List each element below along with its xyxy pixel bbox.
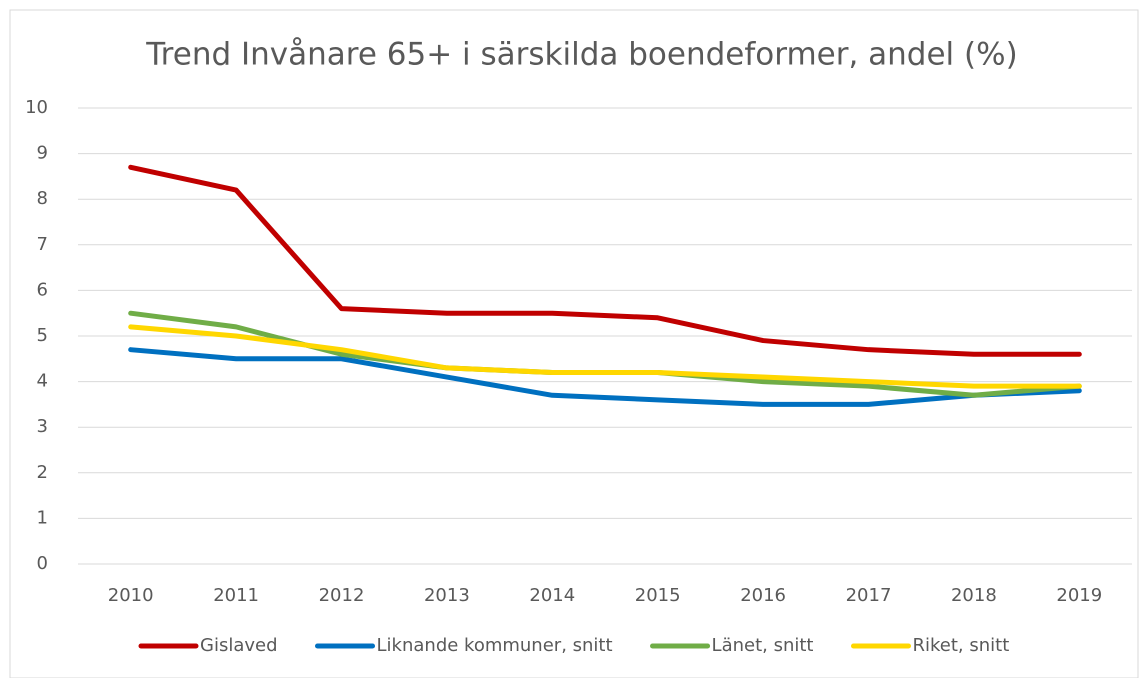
- x-tick-label: 2017: [846, 585, 892, 606]
- y-tick-label: 7: [37, 234, 48, 255]
- chart-frame: [9, 9, 1139, 678]
- legend-label: Riket, snitt: [913, 635, 1010, 656]
- y-tick-label: 6: [37, 279, 48, 300]
- y-tick-label: 3: [37, 416, 48, 437]
- y-tick-label: 9: [37, 143, 48, 164]
- x-tick-label: 2010: [108, 585, 154, 606]
- x-tick-label: 2014: [529, 585, 575, 606]
- data-line: [128, 324, 1082, 389]
- y-tick-label: 10: [25, 97, 48, 118]
- legend-label: Liknande kommuner, snitt: [377, 635, 613, 656]
- y-tick-label: 5: [37, 325, 48, 346]
- x-tick-label: 2016: [740, 585, 786, 606]
- x-tick-label: 2018: [951, 585, 997, 606]
- chart-title: Trend Invånare 65+ i särskilda boendefor…: [145, 37, 1017, 73]
- y-tick-label: 4: [37, 371, 48, 392]
- x-tick-label: 2013: [424, 585, 470, 606]
- y-tick-label: 0: [37, 553, 48, 574]
- x-tick-label: 2012: [319, 585, 365, 606]
- x-tick-label: 2011: [213, 585, 259, 606]
- data-line: [128, 164, 1082, 357]
- x-tick-label: 2019: [1056, 585, 1102, 606]
- legend-label: Gislaved: [200, 635, 278, 656]
- legend-label: Länet, snitt: [712, 635, 814, 656]
- x-tick-label: 2015: [635, 585, 681, 606]
- y-tick-label: 1: [37, 507, 48, 528]
- data-line: [128, 347, 1082, 407]
- y-tick-label: 8: [37, 188, 48, 209]
- y-tick-label: 2: [37, 462, 48, 483]
